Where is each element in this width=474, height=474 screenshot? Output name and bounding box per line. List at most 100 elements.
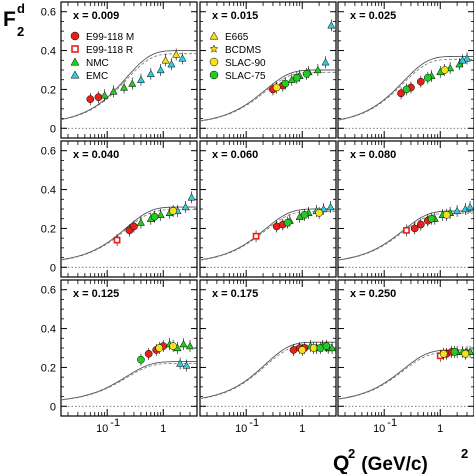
data-point bbox=[161, 56, 170, 64]
x-axis-q-exponent: 2 bbox=[348, 446, 355, 461]
panel-frame bbox=[337, 140, 474, 278]
x-tick-label: 1 bbox=[160, 423, 166, 435]
panel-label: x = 0.025 bbox=[350, 10, 396, 22]
data-point bbox=[272, 83, 281, 92]
data-point bbox=[113, 236, 121, 244]
y-tick-label: 0.4 bbox=[41, 46, 56, 58]
data-point bbox=[450, 348, 459, 356]
legend-label: E665 bbox=[225, 32, 249, 43]
y-axis-superscript: d bbox=[17, 1, 25, 16]
panel-label: x = 0.080 bbox=[350, 149, 396, 161]
x-axis-unit: (GeV/c) bbox=[356, 454, 428, 474]
legend-marker bbox=[209, 57, 219, 67]
data-point bbox=[150, 212, 159, 221]
data-point bbox=[185, 341, 195, 350]
model-curve-solid bbox=[60, 50, 197, 120]
data-point bbox=[322, 342, 331, 350]
data-point bbox=[416, 220, 425, 229]
data-point bbox=[309, 344, 318, 352]
data-point bbox=[176, 359, 185, 367]
y-tick-label: 0 bbox=[50, 401, 56, 413]
model-curve-dashed bbox=[199, 71, 336, 122]
legend-marker bbox=[70, 57, 80, 66]
data-point bbox=[94, 93, 103, 102]
x-tick-label: 10 bbox=[235, 423, 247, 435]
data-point bbox=[169, 207, 177, 215]
data-point bbox=[136, 218, 145, 226]
data-point bbox=[466, 202, 474, 211]
legend-label: BCDMS bbox=[225, 45, 261, 56]
model-curve-solid bbox=[60, 206, 197, 261]
data-point bbox=[109, 87, 118, 95]
panel-label: x = 0.060 bbox=[212, 149, 258, 161]
x-tick-label: 10 bbox=[373, 423, 385, 435]
panel-label: x = 0.009 bbox=[73, 10, 119, 22]
panel-label: x = 0.125 bbox=[73, 288, 119, 300]
panel-label: x = 0.175 bbox=[212, 288, 258, 300]
model-curve-solid bbox=[60, 361, 197, 401]
data-point bbox=[300, 210, 309, 219]
y-tick-label: 0.4 bbox=[41, 185, 56, 197]
panel-6: x = 0.080 bbox=[337, 140, 474, 278]
data-point bbox=[86, 95, 95, 103]
model-curve-solid bbox=[199, 341, 336, 399]
data-point bbox=[315, 209, 323, 217]
model-curve-solid bbox=[199, 69, 336, 122]
data-point bbox=[416, 77, 425, 86]
model-curve-dashed bbox=[199, 210, 336, 261]
legend-entry: E665 bbox=[209, 31, 249, 43]
legend-marker bbox=[70, 31, 80, 41]
data-point bbox=[167, 60, 176, 68]
x-tick-label-exponent: -1 bbox=[249, 417, 259, 429]
data-point bbox=[137, 355, 145, 364]
legend-marker bbox=[70, 70, 80, 79]
data-point bbox=[397, 89, 405, 98]
data-point bbox=[321, 58, 330, 66]
panel-8: x = 0.175 10 -1 1 bbox=[199, 279, 337, 435]
data-point bbox=[252, 232, 260, 240]
legend-entry: SLAC-75 bbox=[209, 70, 266, 82]
legend-entry: E99-118 M bbox=[70, 31, 134, 43]
y-tick-label: 0.4 bbox=[41, 324, 56, 336]
legend-marker bbox=[71, 45, 79, 53]
model-curve-solid bbox=[199, 208, 336, 261]
panel-frame bbox=[337, 1, 474, 139]
legend-entry: SLAC-90 bbox=[209, 57, 266, 69]
panel-4: x = 0.040 0 0.2 0.4 0.6 bbox=[41, 140, 198, 278]
x-axis-q: Q bbox=[333, 452, 349, 474]
x-axis-title: Q 2 (GeV/c) 2 bbox=[333, 446, 468, 474]
legend-marker bbox=[209, 44, 219, 53]
data-point bbox=[169, 342, 177, 350]
panel-3: x = 0.025 bbox=[337, 1, 474, 139]
data-point bbox=[179, 339, 188, 348]
legend-label: E99-118 M bbox=[86, 32, 134, 43]
data-point bbox=[130, 222, 138, 231]
panel-frame bbox=[337, 279, 474, 417]
data-point bbox=[423, 73, 432, 82]
data-point bbox=[181, 202, 190, 211]
model-curve-dashed bbox=[199, 344, 336, 400]
legend-label: EMC bbox=[86, 71, 108, 82]
y-tick-label: 0 bbox=[50, 123, 56, 135]
y-axis-subscript: 2 bbox=[17, 24, 24, 39]
data-point bbox=[461, 349, 470, 358]
data-point bbox=[136, 75, 145, 83]
data-point bbox=[281, 79, 290, 88]
data-point bbox=[328, 343, 337, 352]
y-axis-title: F d 2 bbox=[3, 1, 25, 39]
legend-label: SLAC-90 bbox=[225, 58, 266, 69]
legend-marker bbox=[209, 70, 219, 80]
data-point bbox=[298, 346, 307, 354]
model-curve-dashed bbox=[337, 58, 474, 121]
legend-entry: EMC bbox=[70, 70, 108, 82]
x-tick-label-exponent: -1 bbox=[110, 417, 120, 429]
y-tick-label: 0.6 bbox=[41, 285, 56, 297]
y-axis-symbol: F bbox=[3, 8, 16, 31]
data-point bbox=[144, 349, 153, 358]
x-tick-label: 1 bbox=[299, 423, 305, 435]
legend-label: NMC bbox=[86, 58, 109, 69]
y-tick-label: 0.2 bbox=[41, 223, 56, 235]
model-curve-dashed bbox=[60, 53, 197, 121]
data-point bbox=[155, 344, 164, 352]
